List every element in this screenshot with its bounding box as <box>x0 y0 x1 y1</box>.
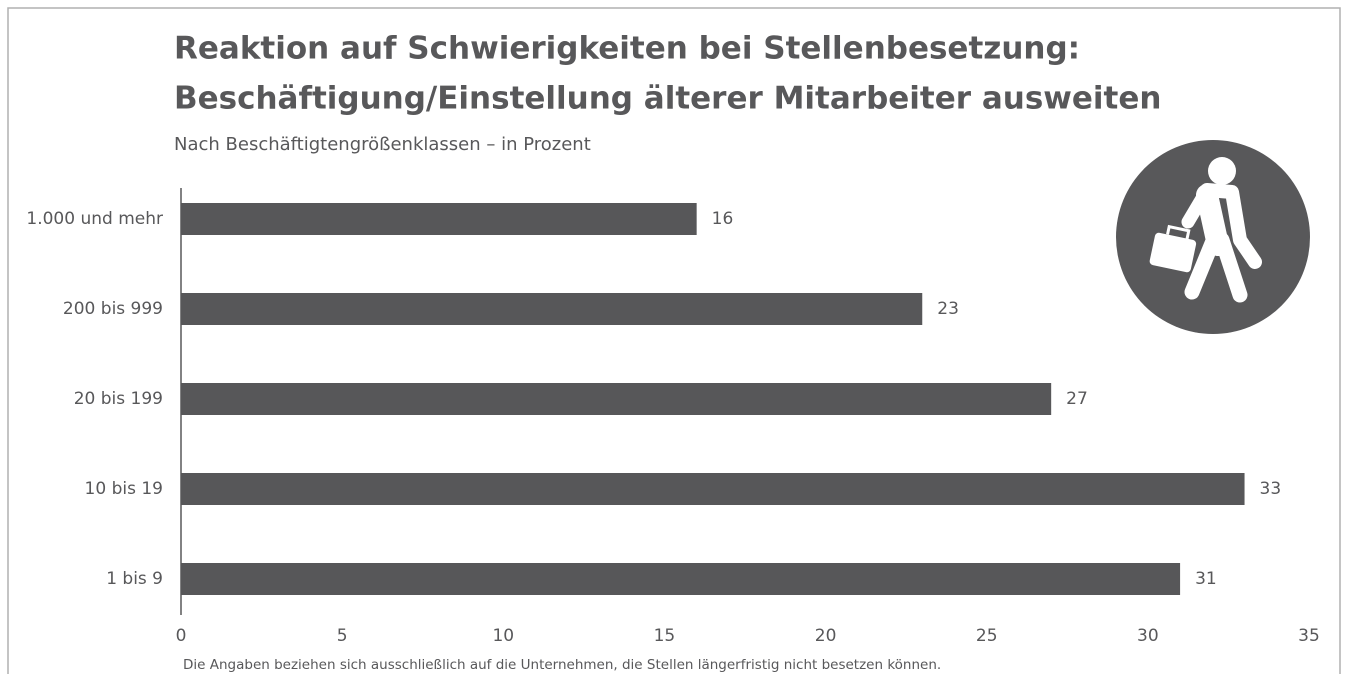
x-tick-label: 20 <box>815 626 837 646</box>
chart-title: Reaktion auf Schwierigkeiten bei Stellen… <box>174 31 1080 67</box>
x-tick-label: 30 <box>1137 626 1159 646</box>
y-tick-label: 1.000 und mehr <box>26 209 163 229</box>
value-label: 31 <box>1195 569 1217 589</box>
bar <box>181 563 1181 595</box>
y-tick-label: 200 bis 999 <box>63 299 163 319</box>
x-tick-label: 0 <box>176 626 187 646</box>
frame <box>7 7 1341 674</box>
x-tick-label: 10 <box>492 626 514 646</box>
value-label: 23 <box>937 299 959 319</box>
x-tick-label: 15 <box>654 626 676 646</box>
chart-subtitle: Nach Beschäftigtengrößenklassen – in Pro… <box>174 134 591 155</box>
bar <box>181 383 1052 415</box>
chart-title: Beschäftigung/Einstellung älterer Mitarb… <box>174 81 1161 117</box>
x-tick-label: 35 <box>1298 626 1320 646</box>
walker-icon <box>1116 140 1310 334</box>
bar <box>181 473 1245 505</box>
y-tick-label: 20 bis 199 <box>74 389 163 409</box>
bar <box>181 203 697 235</box>
y-tick-label: 10 bis 19 <box>85 479 163 499</box>
value-label: 33 <box>1260 479 1282 499</box>
x-tick-label: 25 <box>976 626 998 646</box>
y-tick-label: 1 bis 9 <box>106 569 163 589</box>
x-tick-label: 5 <box>337 626 348 646</box>
footnote: Die Angaben beziehen sich ausschließlich… <box>183 657 941 673</box>
value-label: 16 <box>712 209 734 229</box>
value-label: 27 <box>1066 389 1088 409</box>
bar <box>181 293 923 325</box>
